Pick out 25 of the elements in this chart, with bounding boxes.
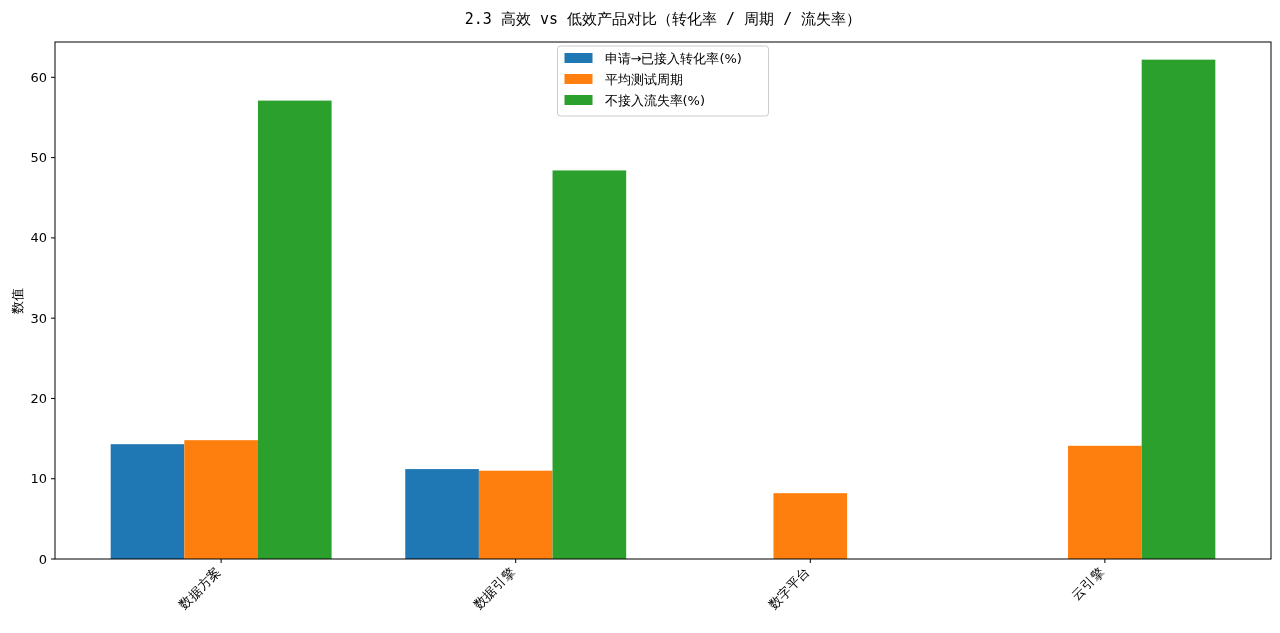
- y-tick-label: 40: [30, 230, 47, 246]
- y-axis-title: 数值: [10, 287, 25, 314]
- x-tick-label: 云引擎: [1068, 564, 1107, 603]
- chart-title: 2.3 高效 vs 低效产品对比（转化率 / 周期 / 流失率）: [464, 10, 862, 28]
- y-tick-label: 60: [30, 69, 47, 85]
- bar: [405, 469, 479, 559]
- legend-label: 申请→已接入转化率(%): [604, 51, 742, 66]
- legend-label: 不接入流失率(%): [604, 93, 705, 108]
- y-tick-label: 50: [30, 150, 47, 166]
- x-tick-label: 数据方案: [175, 564, 224, 612]
- x-tick-label: 数字平台: [765, 564, 813, 612]
- bar: [1141, 59, 1216, 559]
- x-tick-label: 数据引擎: [470, 564, 518, 612]
- bar: [184, 440, 258, 559]
- bar: [1068, 445, 1142, 559]
- legend-label: 平均测试周期: [604, 72, 683, 87]
- bar: [257, 100, 332, 559]
- bar: [478, 470, 553, 559]
- y-tick-label: 20: [30, 390, 47, 406]
- bar: [110, 444, 185, 559]
- y-tick-label: 0: [38, 551, 47, 567]
- bar: [773, 493, 848, 559]
- y-tick-label: 30: [30, 310, 47, 326]
- y-tick-label: 10: [30, 471, 47, 487]
- bar: [552, 170, 627, 559]
